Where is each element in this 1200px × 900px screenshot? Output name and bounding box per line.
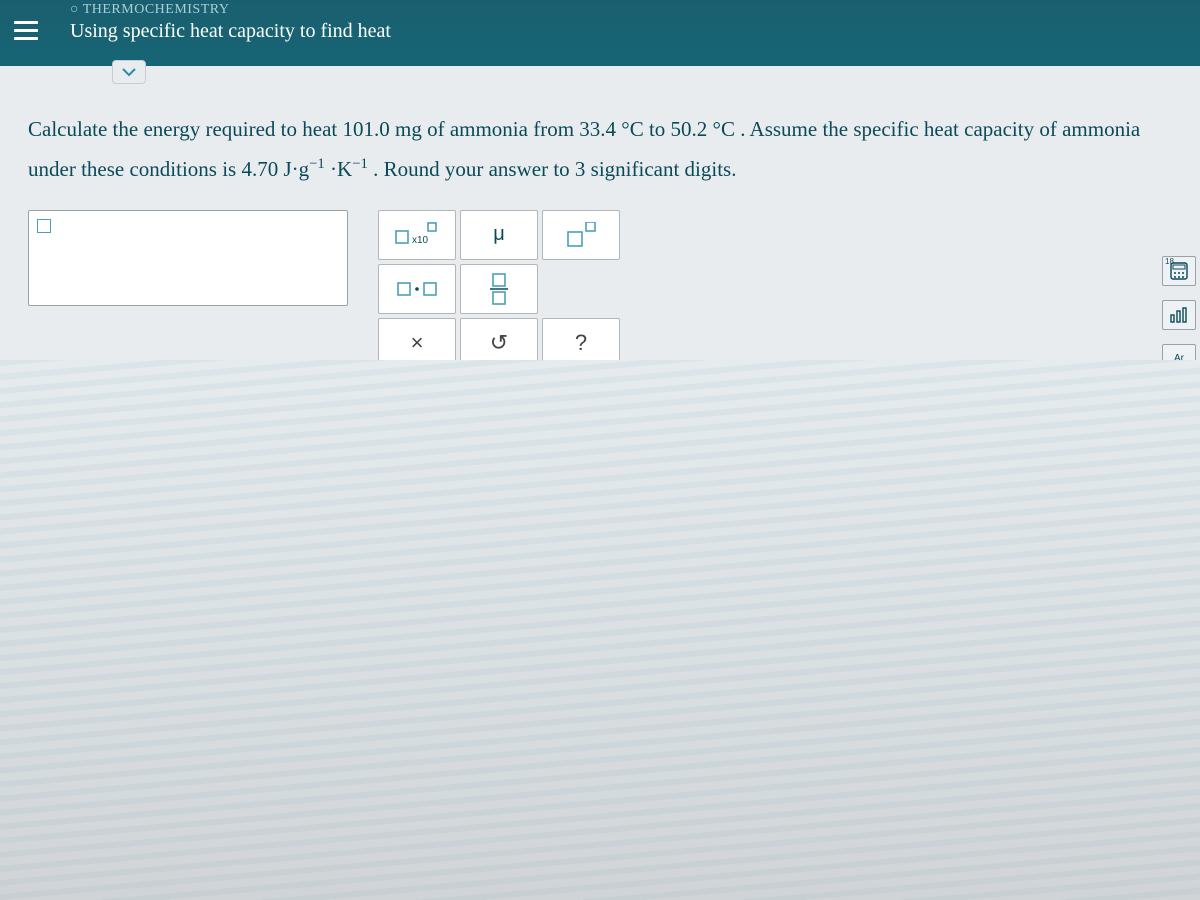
q-tail: significant digits. [591,157,737,181]
q-prefix: Calculate the energy required to heat [28,117,342,141]
q-sigfigs: 3 [575,157,586,181]
page-title: Using specific heat capacity to find hea… [70,20,391,43]
q-mass: 101.0 mg [342,117,421,141]
pt-ar: Ar [1174,354,1184,364]
side-toolbar: 18 Ar [1162,256,1196,374]
menu-hamburger-icon[interactable] [0,4,52,56]
keypad-mu-button[interactable]: μ [460,210,538,260]
keypad-scientific-notation-button[interactable]: x10 [378,210,456,260]
collapse-chevron-icon[interactable] [112,60,146,84]
q-unit1: J·g [283,157,309,181]
header-text-block: THERMOCHEMISTRY Using specific heat capa… [70,0,391,43]
q-unit2: ·K [330,157,352,181]
q-exp2: −1 [352,156,368,172]
pt-corner: 18 [1165,258,1174,266]
sci-label: x10 [412,235,429,246]
keypad-spacer [542,264,620,314]
q-temp1: 33.4 °C [579,117,643,141]
keypad-undo-button[interactable]: ↺ [460,318,538,368]
q-mid2: to [649,117,671,141]
help-label: ? [575,330,587,356]
graph-tool-icon[interactable] [1162,300,1196,330]
keypad-clear-button[interactable]: × [378,318,456,368]
clear-label: × [411,330,424,356]
q-suffix: . Round your answer to [373,157,575,181]
undo-label: ↺ [490,330,508,356]
keypad-multiply-button[interactable] [378,264,456,314]
q-exp1: −1 [309,156,325,172]
app-header: THERMOCHEMISTRY Using specific heat capa… [0,0,1200,66]
mu-label: μ [493,223,505,246]
periodic-table-tool-icon[interactable]: 18 Ar [1162,344,1196,374]
breadcrumb: THERMOCHEMISTRY [70,2,391,18]
keypad-fraction-button[interactable] [460,264,538,314]
symbol-keypad: x10 μ [378,210,620,368]
keypad-superscript-button[interactable] [542,210,620,260]
answer-row: x10 μ [28,210,1172,368]
q-cp: 4.70 [241,157,278,181]
q-mid1: of ammonia from [427,117,579,141]
answer-cursor-icon [37,219,51,233]
question-text: Calculate the energy required to heat 10… [28,110,1172,190]
q-temp2: 50.2 °C [671,117,735,141]
answer-input[interactable] [28,210,348,306]
question-panel: Calculate the energy required to heat 10… [0,66,1200,409]
background-texture [0,360,1200,900]
keypad-help-button[interactable]: ? [542,318,620,368]
